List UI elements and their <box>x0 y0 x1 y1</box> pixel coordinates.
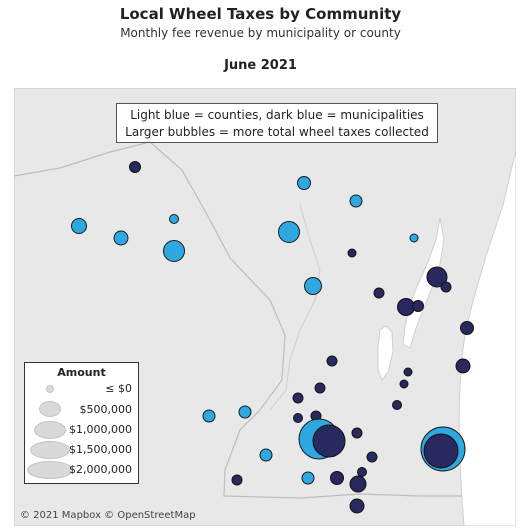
municipality-bubble-15[interactable] <box>412 300 424 312</box>
date-label: June 2021 <box>224 58 297 73</box>
note-line-2: Larger bubbles = more total wheel taxes … <box>125 125 429 139</box>
municipality-bubble-32[interactable] <box>423 433 459 469</box>
municipality-bubble-29[interactable] <box>312 424 346 458</box>
legend-label-4: $2,000,000 <box>69 463 132 476</box>
legend-label-1: $500,000 <box>79 403 133 416</box>
legend-bubble-3 <box>30 441 70 459</box>
municipality-bubble-9[interactable] <box>347 248 357 258</box>
county-bubble-23[interactable] <box>202 409 216 423</box>
municipality-bubble-36[interactable] <box>330 471 344 485</box>
municipality-bubble-19[interactable] <box>403 367 413 377</box>
size-legend: Amount ≤ $0 $500,000 $1,000,000 $1,500,0… <box>24 362 139 484</box>
legend-label-3: $1,500,000 <box>69 443 132 456</box>
river <box>269 204 321 411</box>
map-attribution[interactable]: © 2021 Mapbox © OpenStreetMap <box>20 510 196 521</box>
county-bubble-24[interactable] <box>238 405 252 419</box>
legend-label-2: $1,000,000 <box>69 423 132 436</box>
municipality-bubble-16[interactable] <box>460 321 474 335</box>
legend-label-0: ≤ $0 <box>105 382 132 395</box>
lake-michigan <box>458 149 516 526</box>
municipality-bubble-21[interactable] <box>314 382 326 394</box>
county-bubble-1[interactable] <box>297 176 311 190</box>
municipality-bubble-13[interactable] <box>373 287 385 299</box>
municipality-bubble-30[interactable] <box>351 427 363 439</box>
county-bubble-5[interactable] <box>113 230 129 246</box>
county-bubble-33[interactable] <box>259 448 273 462</box>
state-border <box>14 141 462 499</box>
county-bubble-8[interactable] <box>163 240 185 262</box>
chart-title: Local Wheel Taxes by Community <box>119 5 402 23</box>
county-bubble-7[interactable] <box>409 233 419 243</box>
municipality-bubble-34[interactable] <box>366 451 378 463</box>
legend-bubble-1 <box>39 401 61 417</box>
lake-winnebago <box>377 325 394 382</box>
municipality-bubble-12[interactable] <box>440 281 452 293</box>
municipality-bubble-26[interactable] <box>293 413 303 423</box>
map[interactable] <box>14 88 516 526</box>
note-line-1: Light blue = counties, dark blue = munic… <box>130 108 424 122</box>
legend-bubble-2 <box>34 421 66 439</box>
municipality-bubble-20[interactable] <box>399 379 409 389</box>
county-bubble-3[interactable] <box>169 214 179 224</box>
county-bubble-11[interactable] <box>304 277 322 295</box>
county-bubble-35[interactable] <box>301 471 315 485</box>
municipality-bubble-38[interactable] <box>231 474 243 486</box>
state-land <box>14 88 516 526</box>
municipality-bubble-39[interactable] <box>349 475 367 493</box>
county-bubble-2[interactable] <box>349 194 363 208</box>
municipality-bubble-14[interactable] <box>397 298 415 316</box>
municipality-bubble-17[interactable] <box>326 355 338 367</box>
legend-bubble-4 <box>27 461 73 479</box>
municipality-bubble-37[interactable] <box>357 467 367 477</box>
chart-subtitle: Monthly fee revenue by municipality or c… <box>120 26 401 40</box>
map-note: Light blue = counties, dark blue = munic… <box>116 103 438 143</box>
legend-bubble-0 <box>46 385 54 393</box>
bubbles <box>71 161 474 514</box>
municipality-bubble-22[interactable] <box>292 392 304 404</box>
municipality-bubble-18[interactable] <box>455 358 471 374</box>
legend-title: Amount <box>57 366 106 379</box>
municipality-bubble-25[interactable] <box>392 400 402 410</box>
county-bubble-6[interactable] <box>278 221 300 243</box>
municipality-bubble-40[interactable] <box>349 498 365 514</box>
municipality-bubble-0[interactable] <box>129 161 141 173</box>
county-bubble-4[interactable] <box>71 218 87 234</box>
municipality-bubble-10[interactable] <box>426 266 448 288</box>
